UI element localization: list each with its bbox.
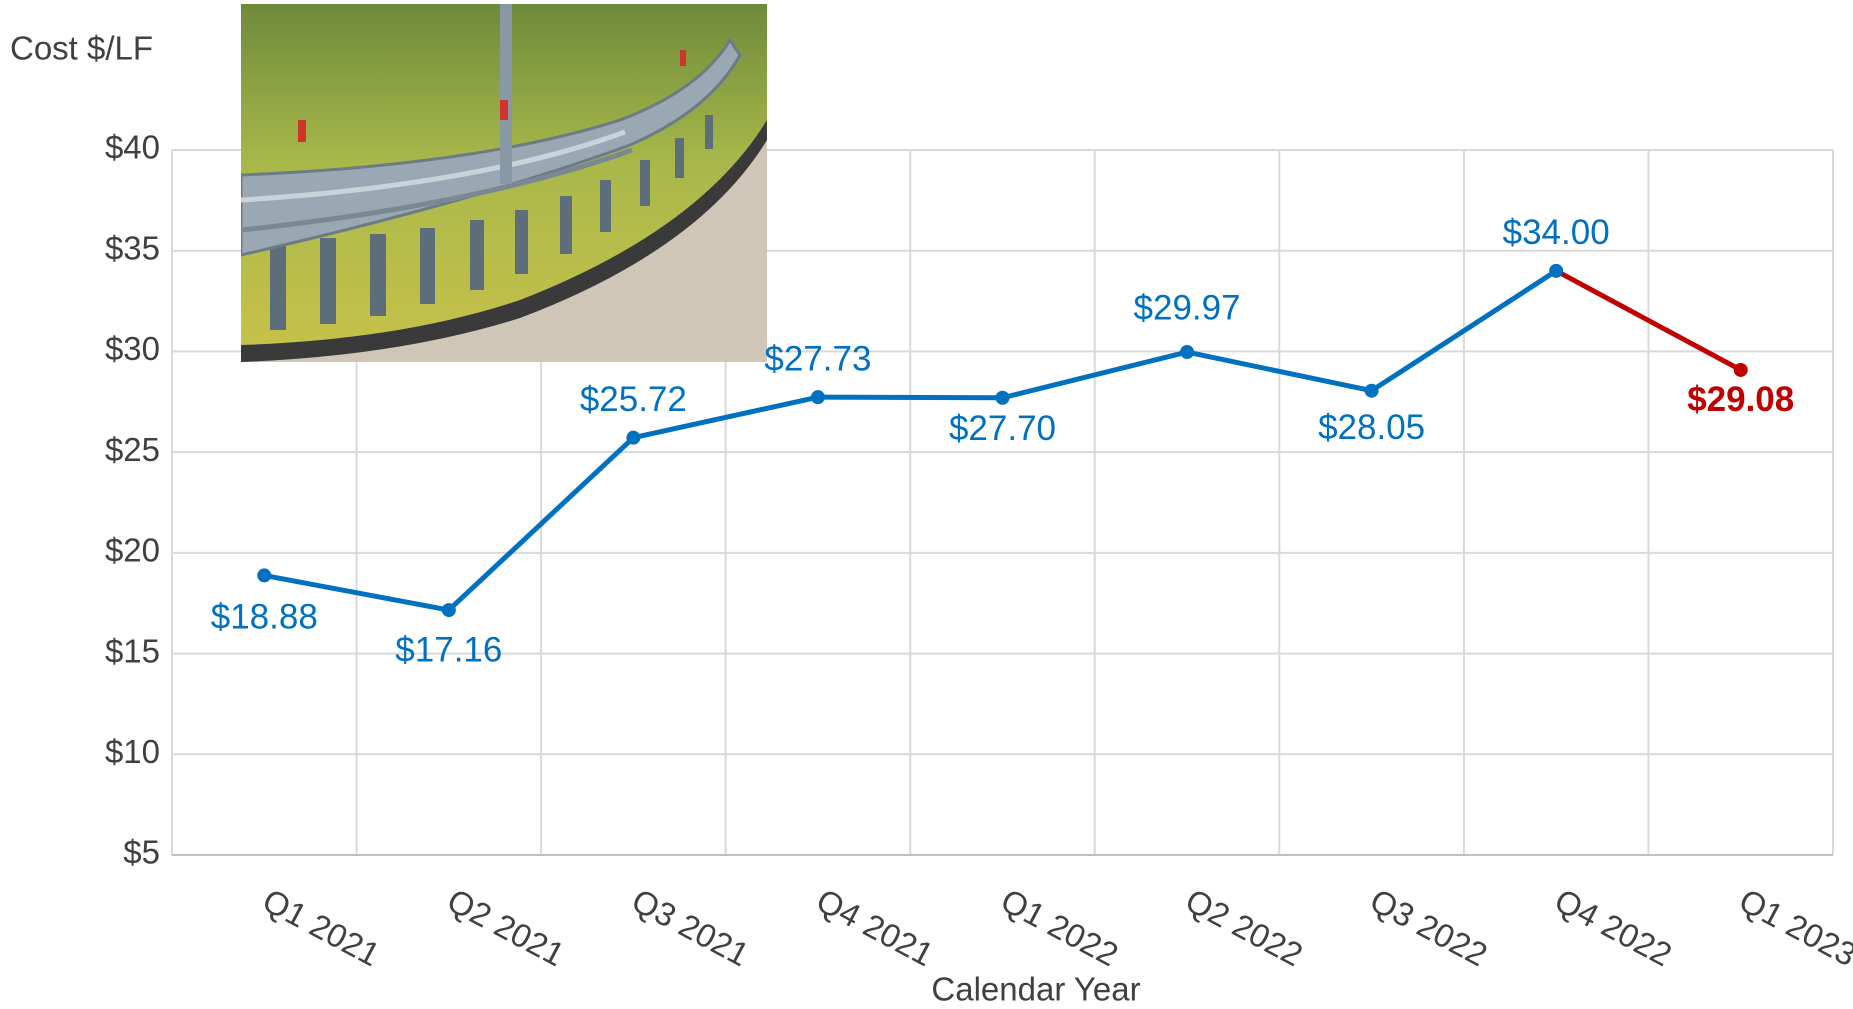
value-label: $29.97 <box>1134 288 1241 327</box>
x-tick-label: Q1 2022 <box>995 881 1124 973</box>
value-label: $18.88 <box>211 598 318 637</box>
y-tick-label: $10 <box>105 733 160 770</box>
data-point <box>1365 384 1379 398</box>
data-point <box>1734 363 1748 377</box>
y-tick-label: $5 <box>123 834 160 871</box>
x-tick-label: Q3 2021 <box>626 881 755 973</box>
x-tick-label: Q2 2022 <box>1180 881 1309 973</box>
y-tick-label: $15 <box>105 632 160 669</box>
data-point <box>257 568 271 582</box>
y-tick-label: $40 <box>105 129 160 166</box>
x-tick-label: Q4 2021 <box>811 881 940 973</box>
x-tick-label: Q2 2021 <box>441 881 570 973</box>
data-point <box>442 603 456 617</box>
y-axis-title: Cost $/LF <box>10 30 153 67</box>
y-tick-label: $35 <box>105 229 160 266</box>
data-point <box>811 390 825 404</box>
x-tick-label: Q3 2022 <box>1364 881 1493 973</box>
value-label: $29.08 <box>1687 380 1794 419</box>
x-axis-title: Calendar Year <box>931 971 1140 1008</box>
guardrail-photo <box>241 4 767 362</box>
line-segment <box>818 397 1003 398</box>
value-label: $27.73 <box>764 339 871 378</box>
chart: Cost $/LF Calendar Year <box>0 0 1853 1009</box>
data-point <box>1180 345 1194 359</box>
y-tick-label: $25 <box>105 431 160 468</box>
x-tick-label: Q1 2021 <box>257 881 386 973</box>
x-tick-label: Q4 2022 <box>1549 881 1678 973</box>
data-point <box>996 391 1010 405</box>
value-label: $34.00 <box>1503 213 1610 252</box>
y-tick-label: $20 <box>105 532 160 569</box>
data-point <box>626 431 640 445</box>
value-label: $28.05 <box>1318 408 1425 447</box>
x-tick-label: Q1 2023 <box>1733 881 1853 973</box>
value-label: $17.16 <box>395 630 502 669</box>
page: {"chart_data": { "type": "line", "y_axis… <box>0 0 1853 1009</box>
value-label: $25.72 <box>580 380 687 419</box>
value-label: $27.70 <box>949 409 1056 448</box>
data-point <box>1549 264 1563 278</box>
y-tick-label: $30 <box>105 330 160 367</box>
